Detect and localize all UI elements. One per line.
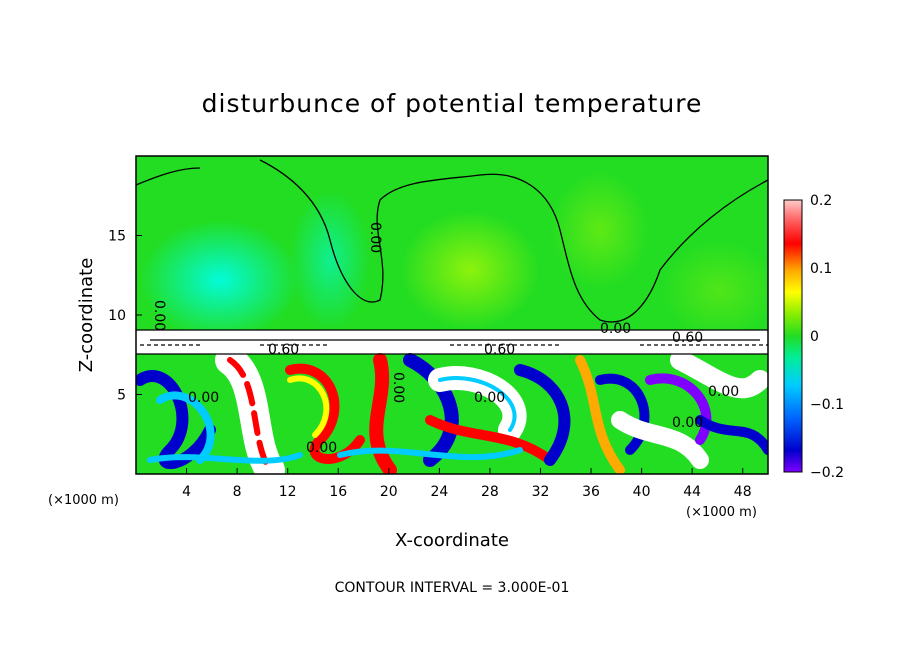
chart-title: disturbunce of potential temperature [202,89,703,118]
contour-label: 0.60 [672,330,703,346]
contour-label: 0.60 [268,342,299,358]
yellow-region [550,170,650,290]
x-tick-label: 20 [380,484,398,500]
x-tick-label: 8 [233,484,242,500]
x-unit-label-left: (×1000 m) [48,493,119,508]
cyan-region [290,190,370,330]
x-axis: 4 8 12 16 20 24 28 32 36 40 44 48 [182,468,752,500]
colorbar-tick-label: 0 [810,329,819,345]
x-tick-label: 24 [430,484,448,500]
contour-label: 0.00 [474,390,505,406]
x-tick-label: 40 [633,484,651,500]
colorbar-scale [783,199,803,473]
x-tick-label: 36 [582,484,600,500]
y-tick-label: 10 [108,308,126,324]
x-unit-label-right: (×1000 m) [686,505,757,520]
contour-label: 0.00 [188,390,219,406]
colorbar: 0.2 0.1 0 −0.1 −0.2 [783,193,844,481]
contour-label: 0.00 [672,415,703,431]
colorbar-tick-label: −0.1 [810,397,844,413]
y-axis-label: Z-coordinate [76,258,97,373]
contour-label: 0.00 [367,222,383,253]
heatmap-field [136,156,768,474]
contour-label: 0.00 [390,372,406,403]
yellow-region [660,240,768,340]
contour-label: 0.00 [151,300,167,331]
y-axis: 5 10 15 [108,229,142,404]
contour-label: 0.00 [306,440,337,456]
colorbar-ticks: 0.2 0.1 0 −0.1 −0.2 [810,193,844,481]
contour-label: 0.00 [708,384,739,400]
x-tick-label: 44 [683,484,701,500]
x-axis-label: X-coordinate [395,530,509,551]
colorbar-tick-label: −0.2 [810,465,844,481]
contour-lines [136,159,768,355]
x-tick-label: 4 [182,484,191,500]
turbulence-swirls [136,345,768,474]
x-tick-label: 28 [481,484,499,500]
colorbar-tick-label: 0.1 [810,261,832,277]
yellow-region [400,210,540,330]
colorbar-tick-label: 0.2 [810,193,832,209]
cyan-region [140,220,300,340]
y-tick-label: 15 [108,229,126,245]
contour-label: 0.60 [484,342,515,358]
contour-label: 0.00 [600,321,631,337]
contour-interval-note: CONTOUR INTERVAL = 3.000E-01 [335,580,570,596]
contour-labels: 0.00 0.00 0.00 0.00 0.00 0.00 0.00 0.00 … [151,222,739,456]
x-tick-label: 12 [279,484,297,500]
x-tick-label: 16 [329,484,347,500]
x-tick-label: 32 [532,484,550,500]
y-tick-label: 5 [117,388,126,404]
x-tick-label: 48 [734,484,752,500]
